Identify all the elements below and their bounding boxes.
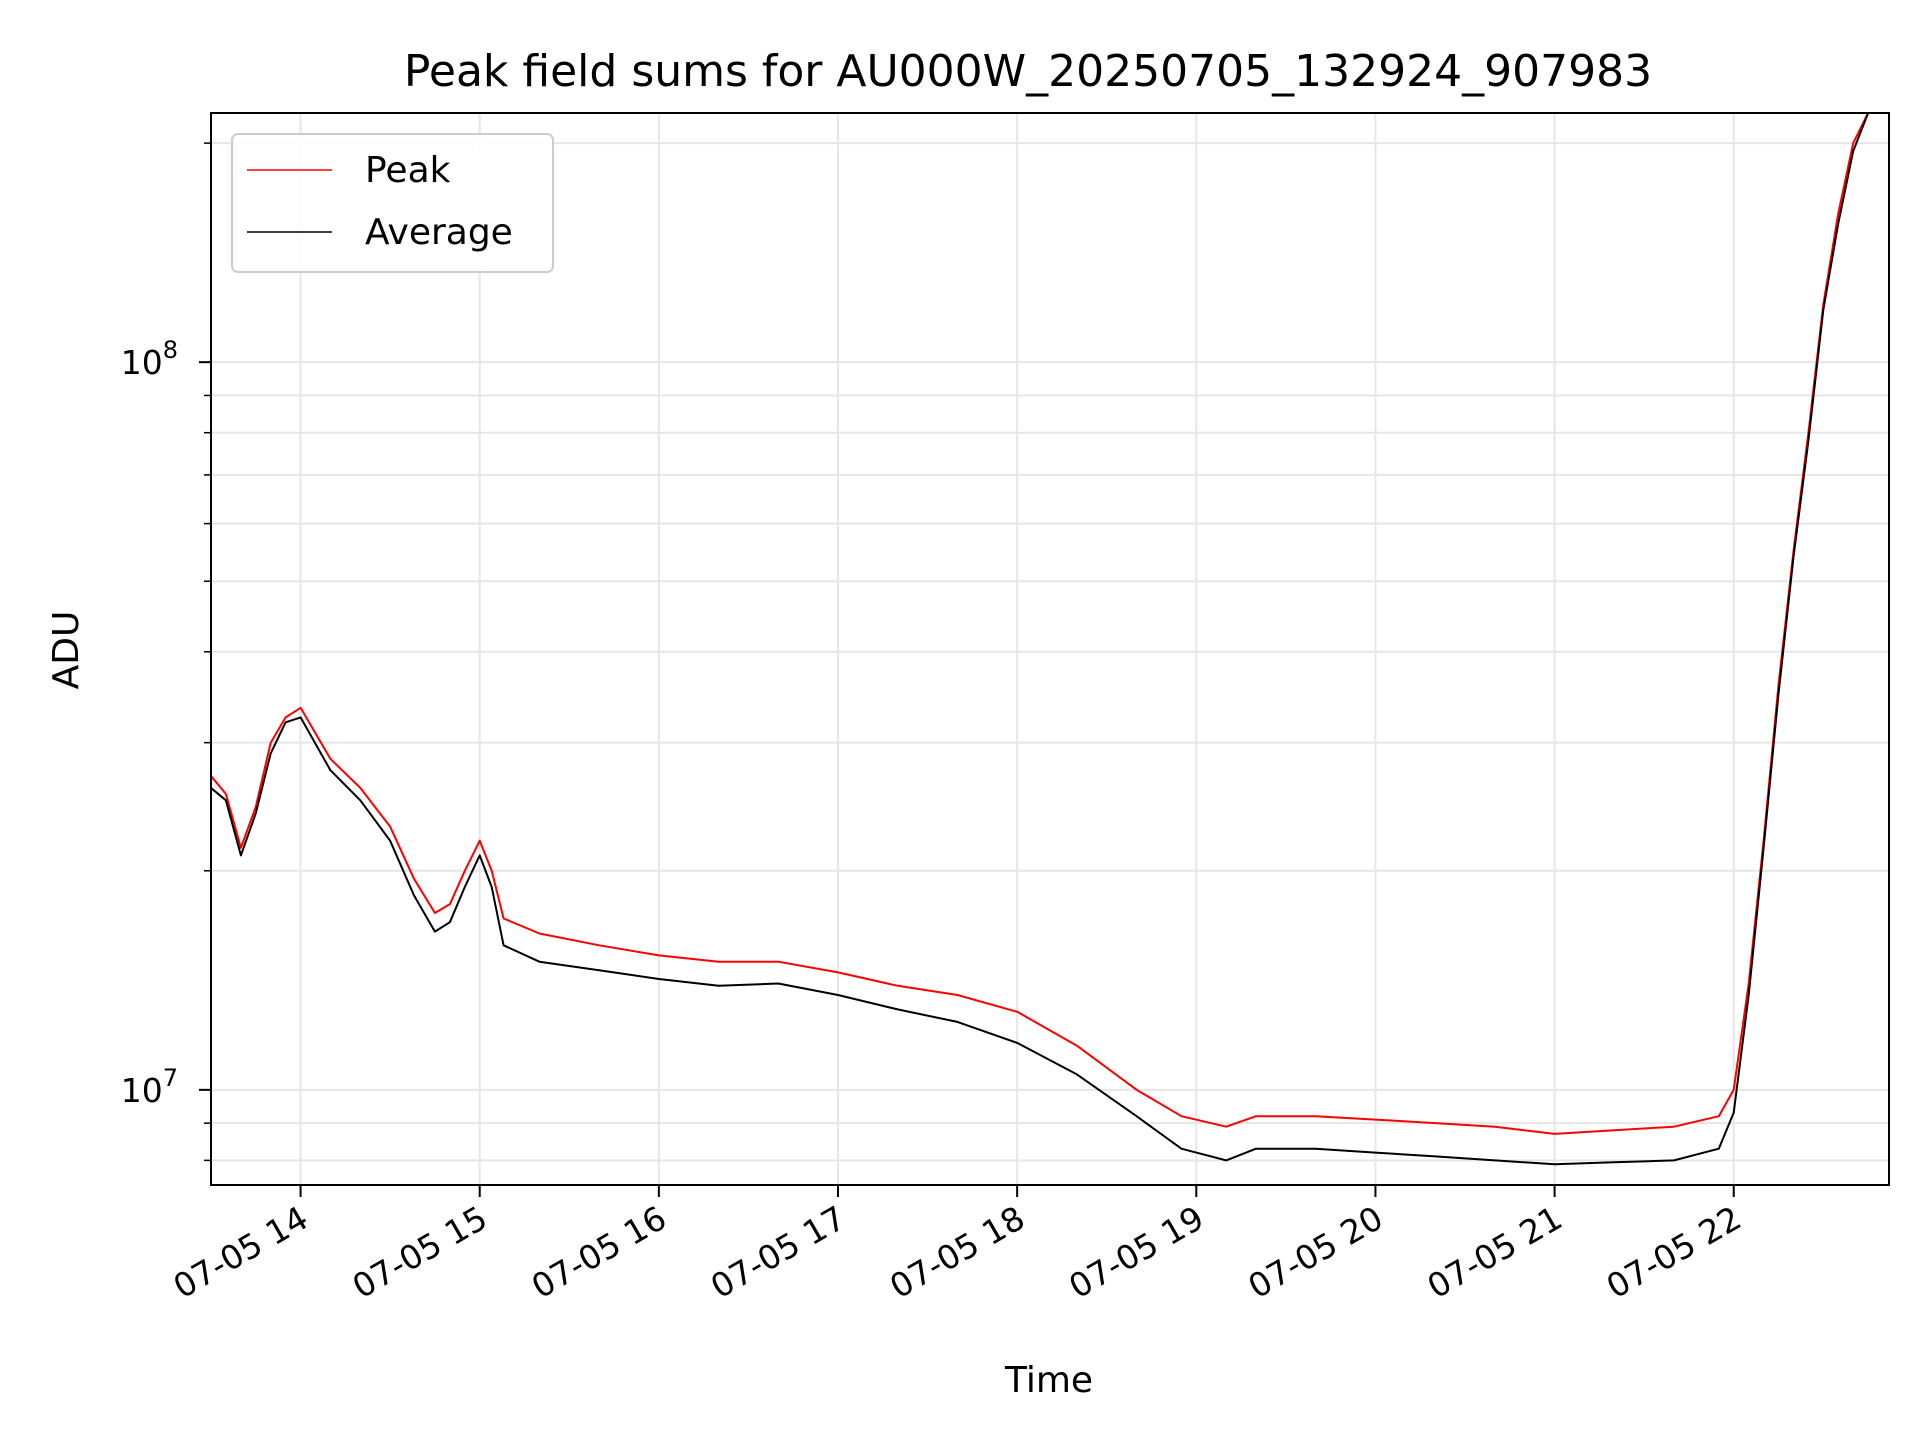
x-axis-ticks: 07-05 14 07-05 15 07-05 16 07-05 17 07-05 18… [167,1185,1748,1306]
x-tick-label: 07-05 22 [1600,1198,1748,1306]
x-tick-label: 07-05 17 [704,1198,852,1306]
x-tick-label: 07-05 15 [346,1198,494,1306]
x-tick-label: 07-05 18 [883,1198,1031,1306]
plot-frame [210,112,1890,1186]
series-lines [211,113,1889,1166]
legend-label-peak: Peak [365,150,451,191]
legend-box [231,133,554,273]
x-tick-label: 07-05 20 [1241,1198,1389,1306]
y-axis-label: ADU [46,611,87,690]
grid-lines [211,113,1889,1185]
x-tick-label: 07-05 14 [167,1198,315,1306]
legend: Peak Average [231,133,554,273]
y-tick-label: 107 [121,1064,178,1110]
series-line-average [211,113,1889,1166]
x-axis-label: Time [1004,1360,1093,1401]
x-tick-label: 07-05 21 [1421,1198,1569,1306]
x-tick-label: 07-05 19 [1062,1198,1210,1306]
y-tick-label: 108 [121,336,178,382]
x-tick-label: 07-05 16 [525,1198,673,1306]
legend-label-average: Average [365,212,513,253]
chart-title: Peak field sums for AU000W_20250705_1329… [404,46,1652,97]
y-axis-ticks: 107 108 [121,142,211,1162]
